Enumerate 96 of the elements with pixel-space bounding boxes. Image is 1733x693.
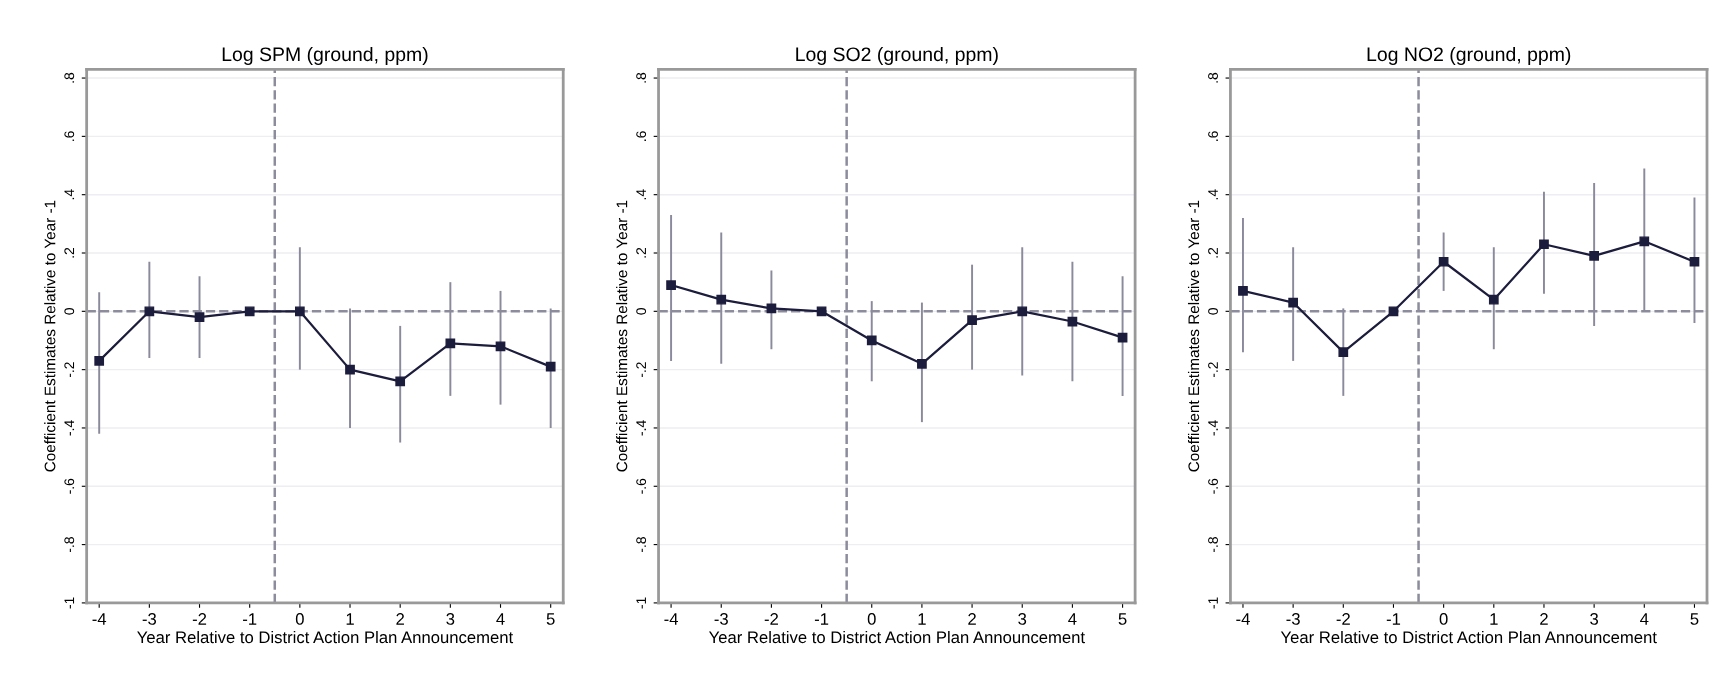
y-tick-label: .2	[1208, 247, 1218, 258]
y-tick-label: 0	[1208, 308, 1218, 315]
x-tick-label: 2	[1540, 613, 1548, 625]
y-tick-label: -.6	[1208, 478, 1218, 494]
y-tick-label: .8	[636, 72, 647, 83]
x-tick-label: -4	[1236, 613, 1250, 625]
x-tick-label: 5	[546, 613, 555, 625]
point	[395, 376, 406, 387]
point	[144, 306, 155, 317]
y-tick-label: -.4	[636, 420, 646, 436]
point	[816, 306, 827, 317]
point	[716, 294, 727, 305]
y-tick-label: -.2	[1208, 362, 1218, 378]
point	[1338, 347, 1349, 358]
x-tick-label: 5	[1118, 613, 1127, 625]
point	[1689, 256, 1700, 267]
y-tick-label: -.2	[636, 362, 646, 378]
point	[244, 306, 255, 317]
point	[194, 312, 205, 323]
y-tick-label: -.8	[636, 537, 647, 553]
x-tick-label: 4	[1068, 613, 1077, 625]
y-tick-label: -.4	[64, 420, 75, 436]
y-axis-title: Coefficient Estimates Relative to Year -1	[44, 200, 56, 472]
point	[94, 356, 105, 366]
x-tick-label: -4	[92, 613, 107, 625]
point	[1017, 306, 1028, 317]
y-tick-label: .6	[64, 131, 75, 141]
x-tick-label: 2	[968, 613, 976, 625]
point	[967, 315, 977, 325]
x-tick-label: 3	[1018, 613, 1027, 625]
x-tick-label: 3	[1590, 613, 1599, 625]
point	[917, 358, 927, 369]
x-tick-label: -2	[1336, 613, 1350, 625]
point	[1288, 297, 1298, 308]
y-tick-label: -.4	[1208, 420, 1218, 436]
y-tick-label: .4	[64, 189, 75, 200]
x-tick-label: 2	[396, 613, 404, 625]
point	[1539, 239, 1549, 250]
x-tick-label: 1	[1490, 613, 1498, 625]
point	[1238, 286, 1248, 296]
x-tick-label: -1	[1386, 613, 1401, 625]
y-tick-label: .4	[1208, 189, 1218, 200]
point	[495, 341, 506, 352]
y-tick-label: -.8	[1208, 537, 1218, 553]
x-tick-label: -3	[142, 613, 157, 625]
point	[1438, 256, 1449, 267]
point	[666, 280, 676, 290]
y-tick-label: -1	[1208, 597, 1218, 609]
y-tick-label: -.6	[636, 478, 647, 494]
y-tick-label: -1	[636, 597, 646, 609]
y-tick-label: .4	[636, 189, 646, 200]
y-tick-label: -.6	[64, 478, 75, 494]
y-tick-label: -1	[64, 597, 75, 609]
y-tick-label: .8	[1208, 72, 1218, 83]
y-tick-label: .2	[64, 247, 75, 258]
point	[1589, 251, 1600, 261]
x-tick-label: 0	[867, 613, 876, 625]
x-tick-label: -2	[764, 613, 778, 625]
x-tick-label: -4	[664, 613, 678, 625]
chart-title: Log SPM (ground, ppm)	[222, 46, 428, 65]
y-axis-title: Coefficient Estimates Relative to Year -1	[1187, 200, 1200, 472]
point	[345, 364, 355, 375]
x-axis-title: Year Relative to District Action Plan Announcement	[137, 630, 514, 644]
y-tick-label: -.2	[64, 362, 75, 378]
chart-title: Log SO2 (ground, ppm)	[796, 46, 998, 65]
x-tick-label: -3	[714, 613, 728, 625]
x-tick-label: 3	[446, 613, 455, 625]
x-tick-label: 0	[1439, 613, 1448, 625]
x-tick-label: 4	[496, 613, 505, 625]
chart-title: Log NO2 (ground, ppm)	[1367, 46, 1571, 65]
y-tick-label: .6	[1208, 131, 1218, 141]
x-tick-label: -1	[243, 613, 257, 625]
y-tick-label: 0	[64, 308, 75, 315]
point	[866, 335, 877, 346]
x-tick-label: 5	[1690, 613, 1699, 625]
x-tick-label: 4	[1640, 613, 1649, 625]
y-tick-label: 0	[636, 308, 647, 315]
y-tick-label: -.8	[64, 537, 75, 553]
y-tick-label: .2	[636, 247, 646, 258]
x-axis-title: Year Relative to District Action Plan Announcement	[1280, 630, 1657, 644]
point	[294, 306, 305, 317]
y-tick-label: .8	[64, 72, 75, 83]
y-axis-title: Coefficient Estimates Relative to Year -1	[616, 200, 628, 472]
x-tick-label: 1	[918, 613, 926, 625]
point	[1639, 236, 1650, 247]
x-axis-title: Year Relative to District Action Plan Announcement	[708, 630, 1085, 644]
x-tick-label: -3	[1286, 613, 1300, 625]
point	[445, 338, 456, 349]
x-tick-label: -1	[814, 613, 829, 625]
point	[1388, 306, 1399, 317]
x-tick-label: 0	[295, 613, 304, 625]
x-tick-label: 1	[346, 613, 354, 625]
point	[545, 361, 556, 372]
y-tick-label: .6	[636, 131, 647, 141]
point	[1488, 294, 1499, 305]
x-tick-label: -2	[192, 613, 207, 625]
